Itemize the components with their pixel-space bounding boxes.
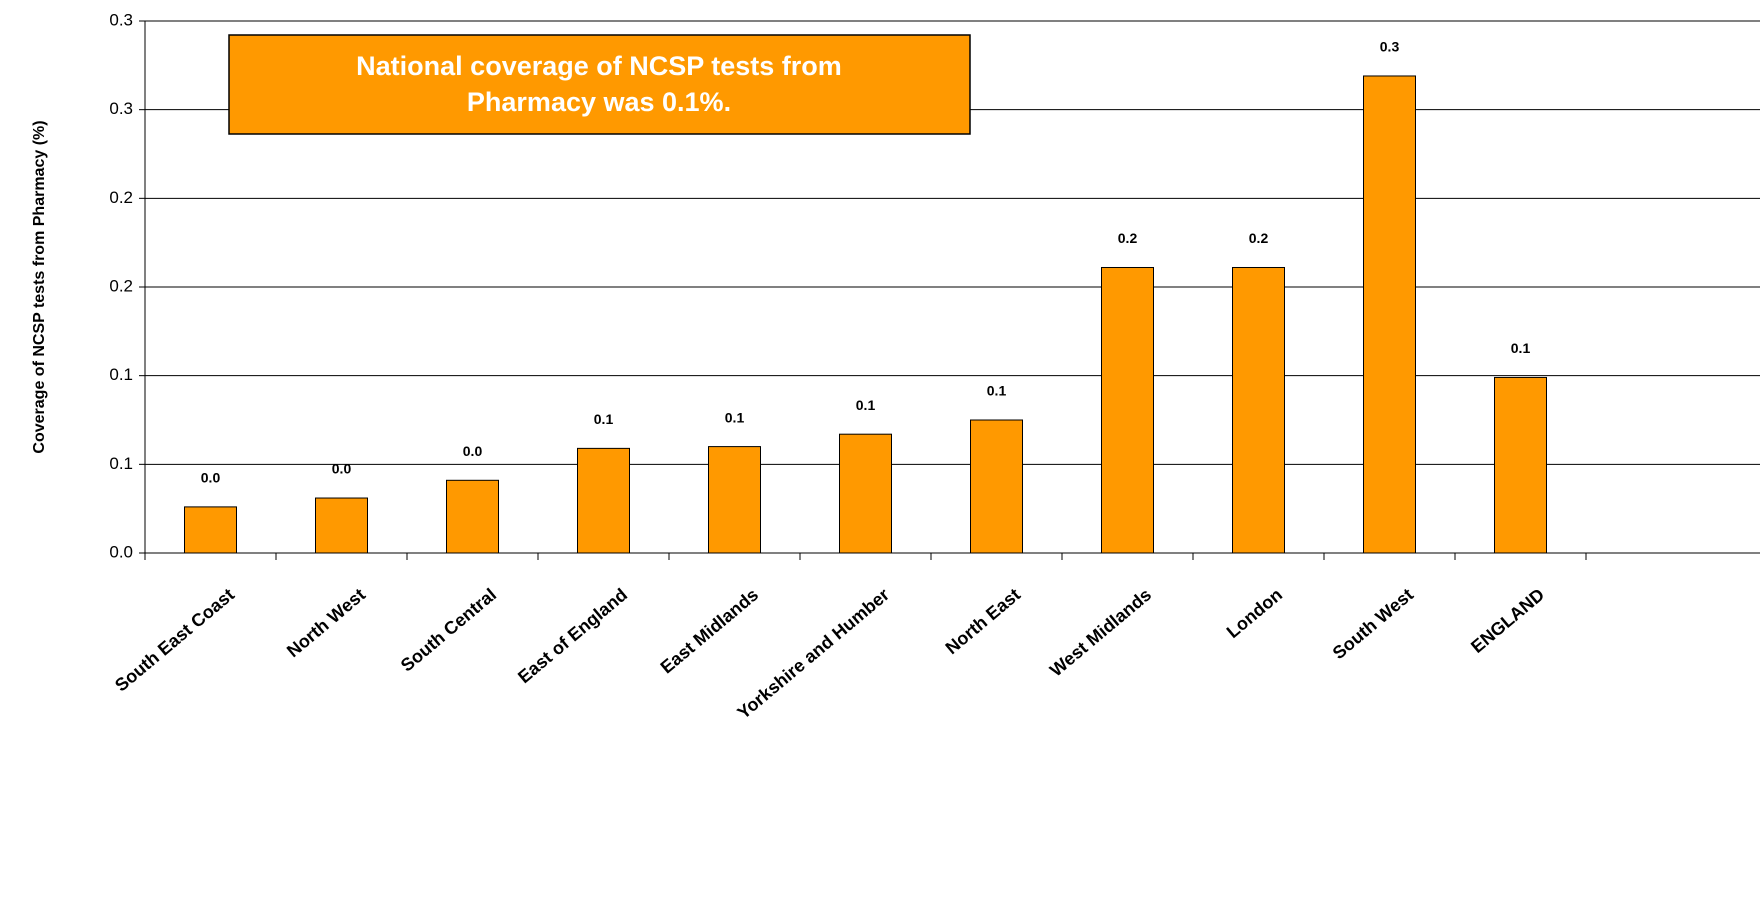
- bar: [1101, 266, 1154, 554]
- value-label: 0.0: [463, 443, 483, 459]
- y-axis-label: Coverage of NCSP tests from Pharmacy (%): [31, 120, 48, 453]
- x-tick-label: West Midlands: [1046, 584, 1155, 680]
- x-tick-label: East Midlands: [657, 584, 763, 677]
- annotation-text: Pharmacy was 0.1%.: [467, 87, 731, 117]
- y-tick-label: 0.3: [109, 99, 133, 118]
- value-label: 0.2: [1249, 230, 1269, 246]
- value-label: 0.1: [725, 409, 745, 425]
- value-label: 0.1: [856, 397, 876, 413]
- x-tick-label: Yorkshire and Humber: [733, 584, 893, 723]
- bar: [1363, 75, 1416, 554]
- bar: [315, 497, 368, 554]
- x-tick-label: South Central: [397, 584, 500, 675]
- x-tick-label: East of England: [514, 584, 631, 687]
- value-label: 0.3: [1380, 39, 1400, 55]
- bar: [184, 506, 237, 554]
- value-label: 0.0: [332, 461, 352, 477]
- bar: [839, 433, 892, 554]
- x-tick-label: North East: [942, 584, 1025, 658]
- value-label: 0.1: [987, 383, 1007, 399]
- bar: [446, 479, 499, 554]
- bar: [970, 419, 1023, 554]
- y-tick-label: 0.0: [109, 542, 133, 561]
- annotation-text: National coverage of NCSP tests from: [356, 51, 842, 81]
- x-tick-label: North West: [283, 584, 369, 661]
- value-label: 0.1: [1511, 340, 1531, 356]
- x-tick-label: South East Coast: [111, 584, 238, 695]
- y-tick-label: 0.1: [109, 454, 133, 473]
- value-label: 0.1: [594, 411, 614, 427]
- value-label: 0.0: [201, 470, 221, 486]
- y-tick-label: 0.1: [109, 365, 133, 384]
- annotation-box: [228, 34, 971, 135]
- y-tick-label: 0.2: [109, 188, 133, 207]
- x-tick-label: South West: [1329, 584, 1417, 663]
- bar: [1232, 266, 1285, 554]
- y-tick-label: 0.2: [109, 276, 133, 295]
- bar: [708, 446, 761, 554]
- bar: [1494, 376, 1547, 554]
- x-tick-label: London: [1223, 584, 1286, 642]
- bar: [577, 447, 630, 554]
- value-label: 0.2: [1118, 230, 1138, 246]
- x-tick-label: ENGLAND: [1467, 584, 1548, 657]
- y-tick-label: 0.3: [109, 10, 133, 29]
